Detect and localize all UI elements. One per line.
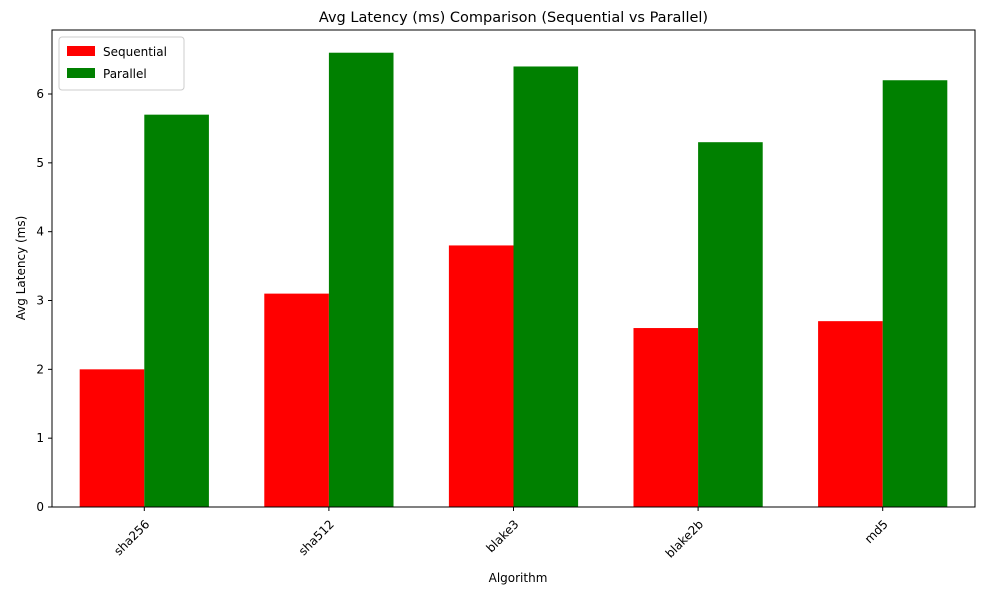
y-tick-label: 3 xyxy=(36,294,44,308)
y-tick-label: 4 xyxy=(36,225,44,239)
y-axis-label: Avg Latency (ms) xyxy=(14,216,28,321)
legend-swatch-parallel xyxy=(67,68,95,78)
bar-parallel-sha512 xyxy=(328,52,394,507)
y-tick-label: 1 xyxy=(36,431,44,445)
legend: Sequential Parallel xyxy=(58,36,185,91)
legend-label-sequential: Sequential xyxy=(103,45,167,59)
y-axis: 0 1 2 3 4 5 6 xyxy=(36,87,52,514)
bar-parallel-sha256 xyxy=(144,114,209,507)
x-axis: sha256 sha512 blake3 blake2b md5 xyxy=(111,507,891,561)
y-tick-label: 6 xyxy=(36,87,44,101)
x-tick-label: sha512 xyxy=(296,517,337,558)
bar-sequential-blake3 xyxy=(448,245,514,507)
bar-sequential-sha256 xyxy=(79,369,145,507)
bar-parallel-blake2b xyxy=(698,142,763,507)
bar-sequential-blake2b xyxy=(633,328,699,507)
legend-label-parallel: Parallel xyxy=(103,67,147,81)
x-tick-label: blake2b xyxy=(663,517,706,560)
y-tick-label: 0 xyxy=(36,500,44,514)
bars-layer xyxy=(79,52,948,507)
bar-parallel-md5 xyxy=(882,80,948,507)
x-tick-label: md5 xyxy=(862,517,891,546)
bar-sequential-md5 xyxy=(818,321,883,507)
y-tick-label: 5 xyxy=(36,156,44,170)
y-tick-label: 2 xyxy=(36,362,44,376)
bar-sequential-sha512 xyxy=(264,293,329,507)
legend-swatch-sequential xyxy=(67,46,95,56)
x-tick-label: blake3 xyxy=(483,517,521,555)
x-tick-label: sha256 xyxy=(111,517,152,558)
chart-title: Avg Latency (ms) Comparison (Sequential … xyxy=(319,10,708,26)
x-axis-label: Algorithm xyxy=(489,571,548,585)
bar-parallel-blake3 xyxy=(513,66,579,507)
